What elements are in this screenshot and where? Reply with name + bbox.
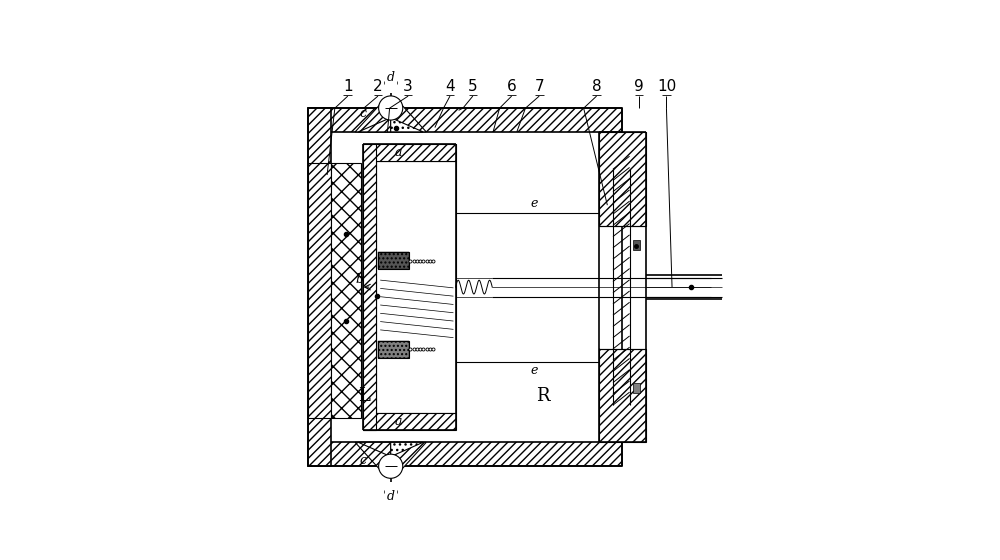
Text: d: d [387,490,395,503]
Text: R: R [536,387,549,405]
Circle shape [379,454,403,478]
Polygon shape [355,442,426,471]
Text: a: a [394,146,402,159]
Text: c: c [359,454,366,467]
Text: 10: 10 [657,79,676,94]
Bar [599,349,646,442]
Text: 1: 1 [343,79,353,94]
Text: L: L [358,387,370,405]
Bar [633,383,640,393]
Polygon shape [358,442,391,456]
Polygon shape [391,118,423,132]
Text: c: c [359,108,366,120]
Text: 9: 9 [634,79,644,94]
Bar [378,340,409,358]
Text: d: d [387,72,395,85]
Text: 3: 3 [403,79,413,94]
Bar [363,413,456,430]
Polygon shape [358,118,391,132]
Bar [308,108,622,132]
Bar [599,132,646,226]
Bar [378,252,409,269]
Bar [363,144,456,161]
Bar [378,252,409,269]
Text: 5: 5 [468,79,478,94]
Text: 6: 6 [507,79,517,94]
Bar [308,163,331,418]
Text: e: e [531,198,538,211]
Bar [331,163,361,418]
Bar [378,340,409,358]
Text: 8: 8 [592,79,601,94]
Bar [363,144,376,430]
Bar [376,161,456,413]
Text: a: a [394,415,402,428]
Text: e: e [531,364,538,377]
Polygon shape [391,442,423,456]
Circle shape [379,96,403,120]
Text: 4: 4 [445,79,455,94]
Bar [308,442,622,466]
Polygon shape [355,104,426,132]
Bar [308,108,331,466]
Text: 2: 2 [373,79,383,94]
Text: 7: 7 [534,79,544,94]
Text: b: b [356,273,364,286]
Bar [633,240,640,250]
